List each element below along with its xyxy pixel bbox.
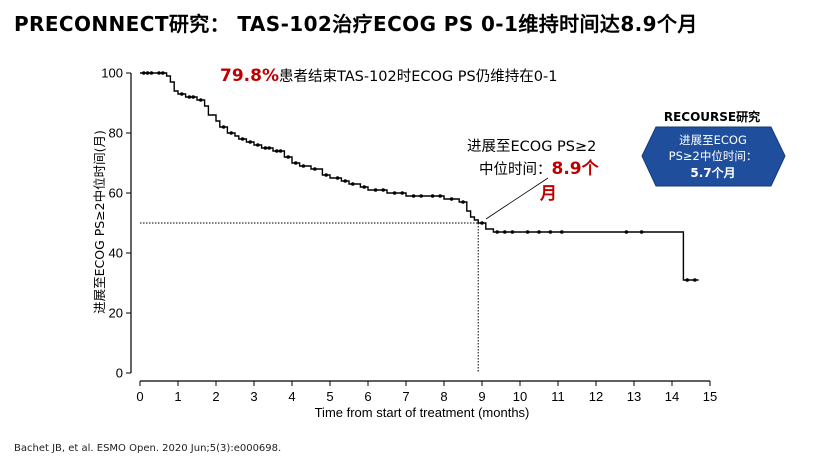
median-annotation-line1: 进展至ECOG PS≥2 <box>467 138 596 155</box>
x-tick-label: 2 <box>212 389 219 404</box>
x-tick-label: 8 <box>440 389 447 404</box>
censor-mark <box>199 98 203 102</box>
censor-mark <box>624 230 629 234</box>
censor-marks <box>142 71 697 282</box>
median-annotation-unit: 月 <box>539 184 557 204</box>
citation: Bachet JB, et al. ESMO Open. 2020 Jun;5(… <box>14 443 282 454</box>
censor-mark <box>495 230 500 234</box>
censor-mark <box>430 194 435 198</box>
x-tick-label: 4 <box>288 389 295 404</box>
x-tick-label: 3 <box>250 389 257 404</box>
censor-mark <box>187 95 192 99</box>
badge-line3: 5.7个月 <box>690 165 735 180</box>
km-curve <box>140 72 699 281</box>
censor-mark <box>537 230 541 234</box>
badge-title: RECOURSE研究 <box>664 109 760 124</box>
censor-mark <box>149 71 154 75</box>
censor-mark <box>286 155 291 159</box>
censor-mark <box>343 179 348 183</box>
censor-mark <box>560 230 564 234</box>
censor-mark <box>275 149 279 153</box>
top-annotation-text: 患者结束TAS-102时ECOG PS仍维持在0-1 <box>279 68 557 85</box>
x-tick-label: 11 <box>551 389 565 404</box>
x-tick-label: 6 <box>364 389 371 404</box>
y-tick-label: 60 <box>109 186 123 201</box>
censor-mark <box>335 176 340 180</box>
y-tick-label: 0 <box>116 366 123 381</box>
x-tick-label: 12 <box>589 389 603 404</box>
x-tick-label: 0 <box>136 389 143 404</box>
y-tick-label: 40 <box>109 246 123 261</box>
censor-mark <box>351 182 355 186</box>
censor-mark <box>381 188 386 192</box>
x-tick-label: 7 <box>402 389 409 404</box>
y-tick-label: 80 <box>109 126 123 141</box>
y-axis-label: 进展至ECOG PS≥2中位时间(月) <box>92 130 107 314</box>
censor-mark <box>240 137 245 141</box>
badge-hexagon <box>641 126 786 187</box>
censor-mark <box>180 92 184 96</box>
censor-mark <box>503 230 507 234</box>
censor-mark <box>461 200 465 204</box>
top-annotation-pct: 79.8% <box>220 66 279 86</box>
censor-mark <box>324 173 329 177</box>
censor-mark <box>313 167 317 171</box>
y-tick-label: 100 <box>101 66 123 81</box>
x-tick-label: 10 <box>513 389 527 404</box>
badge-line2: PS≥2中位时间： <box>669 149 758 163</box>
censor-mark <box>278 149 283 153</box>
censor-mark <box>480 221 484 225</box>
censor-mark <box>438 194 443 198</box>
x-axis-label: Time from start of treatment (months) <box>315 405 530 420</box>
censor-mark <box>693 278 697 282</box>
censor-mark <box>639 230 644 234</box>
censor-mark <box>525 230 530 234</box>
censor-mark <box>510 230 515 234</box>
censor-mark <box>191 95 195 99</box>
censor-mark <box>145 71 150 75</box>
censor-mark <box>267 146 272 150</box>
censor-mark <box>142 71 146 75</box>
km-curve-group <box>140 72 699 281</box>
x-tick-label: 15 <box>703 389 717 404</box>
badge-line1: 进展至ECOG <box>679 133 747 147</box>
median-pointer-line <box>485 177 549 220</box>
censor-mark <box>449 197 454 201</box>
censor-mark <box>400 191 405 195</box>
median-annotation-value: 8.9个 <box>552 158 600 179</box>
censor-mark <box>392 191 397 195</box>
x-tick-label: 1 <box>174 389 181 404</box>
censor-mark <box>301 164 306 168</box>
censor-mark <box>255 143 260 147</box>
median-annotation-prefix: 中位时间： <box>479 161 552 178</box>
median-markers <box>140 222 479 373</box>
y-tick-label: 20 <box>109 306 123 321</box>
censor-mark <box>548 230 553 234</box>
censor-mark <box>161 71 165 75</box>
x-tick-label: 14 <box>665 389 679 404</box>
slide-title: PRECONNECT研究： TAS-102治疗ECOG PS 0-1维持时间达8… <box>14 12 698 36</box>
top-annotation: 79.8%患者结束TAS-102时ECOG PS仍维持在0-1 <box>220 66 557 86</box>
censor-mark <box>411 194 416 198</box>
x-tick-label: 13 <box>627 389 641 404</box>
censor-mark <box>221 125 226 129</box>
censor-mark <box>294 161 298 165</box>
censor-mark <box>685 278 689 282</box>
x-tick-label: 5 <box>326 389 333 404</box>
censor-mark <box>362 185 367 189</box>
censor-mark <box>229 131 233 135</box>
censor-mark <box>373 188 378 192</box>
median-annotation-line2: 中位时间：8.9个 <box>479 158 600 179</box>
censor-mark <box>157 71 161 75</box>
censor-mark <box>419 194 424 198</box>
censor-mark <box>248 140 252 144</box>
censor-mark <box>263 146 268 150</box>
x-tick-label: 9 <box>478 389 485 404</box>
